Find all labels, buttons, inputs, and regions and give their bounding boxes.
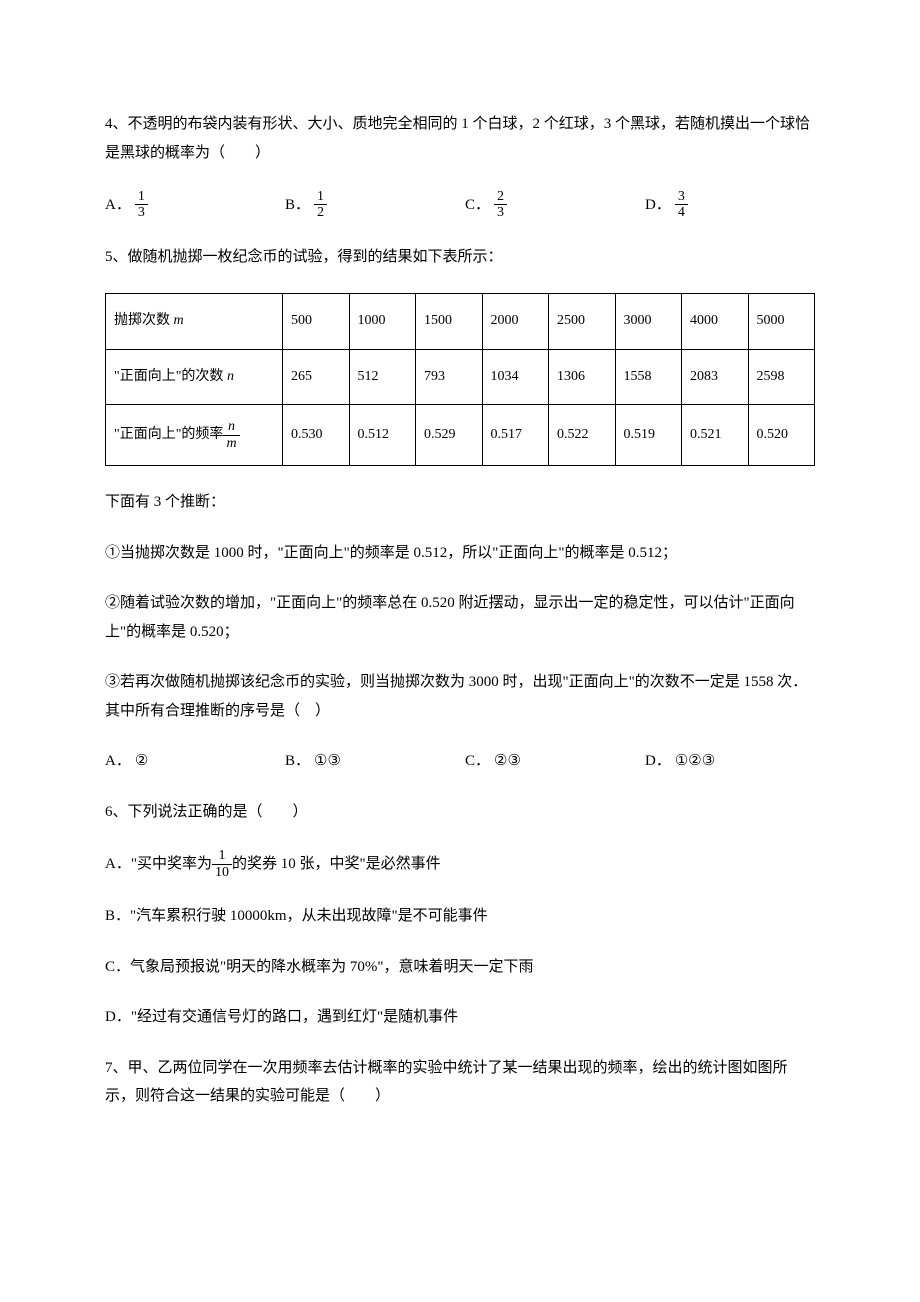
q5-table: 抛掷次数 m 500 1000 1500 2000 2500 3000 4000… bbox=[105, 293, 815, 466]
q4-choice-c[interactable]: C． 2 3 bbox=[465, 189, 645, 221]
cell: 1306 bbox=[549, 349, 616, 405]
cell: 0.521 bbox=[682, 405, 749, 466]
choice-label-b: B． bbox=[285, 191, 310, 220]
fraction-icon: 1 10 bbox=[212, 848, 232, 880]
exam-page: 4、不透明的布袋内装有形状、大小、质地完全相同的 1 个白球，2 个红球，3 个… bbox=[0, 0, 920, 1193]
row2-label: "正面向上"的次数 n bbox=[106, 349, 283, 405]
fraction-icon: n m bbox=[223, 419, 239, 451]
cell: 265 bbox=[283, 349, 350, 405]
choice-label-a: A． bbox=[105, 191, 131, 220]
row3-label: "正面向上"的频率 n m bbox=[106, 405, 283, 466]
question-4: 4、不透明的布袋内装有形状、大小、质地完全相同的 1 个白球，2 个红球，3 个… bbox=[105, 110, 815, 167]
q5-choice-b[interactable]: B． ①③ bbox=[285, 747, 465, 776]
q5-choices: A． ② B． ①③ C． ②③ D． ①②③ bbox=[105, 747, 815, 776]
fraction-icon: 3 4 bbox=[675, 189, 688, 221]
row1-label: 抛掷次数 m bbox=[106, 294, 283, 350]
question-5-intro: 5、做随机抛掷一枚纪念币的试验，得到的结果如下表所示： bbox=[105, 243, 815, 272]
cell: 1034 bbox=[482, 349, 549, 405]
q5-statement-2: ②随着试验次数的增加，"正面向上"的频率总在 0.520 附近摆动，显示出一定的… bbox=[105, 589, 815, 646]
q5-statement-1: ①当抛掷次数是 1000 时，"正面向上"的频率是 0.512，所以"正面向上"… bbox=[105, 539, 815, 568]
cell: 1558 bbox=[615, 349, 682, 405]
q5-choice-a[interactable]: A． ② bbox=[105, 747, 285, 776]
cell: 2083 bbox=[682, 349, 749, 405]
cell: 5000 bbox=[748, 294, 815, 350]
table-row: "正面向上"的频率 n m 0.530 0.512 0.529 0.517 0.… bbox=[106, 405, 815, 466]
cell: 2500 bbox=[549, 294, 616, 350]
cell: 1500 bbox=[416, 294, 483, 350]
cell: 793 bbox=[416, 349, 483, 405]
cell: 4000 bbox=[682, 294, 749, 350]
cell: 0.519 bbox=[615, 405, 682, 466]
q6-choice-c[interactable]: C．气象局预报说"明天的降水概率为 70%"，意味着明天一定下雨 bbox=[105, 953, 815, 982]
q6-choice-b[interactable]: B．"汽车累积行驶 10000km，从未出现故障"是不可能事件 bbox=[105, 902, 815, 931]
choice-text: ② bbox=[135, 747, 148, 776]
q6-choice-d[interactable]: D．"经过有交通信号灯的路口，遇到红灯"是随机事件 bbox=[105, 1003, 815, 1032]
fraction-icon: 1 3 bbox=[135, 189, 148, 221]
q5-choice-d[interactable]: D． ①②③ bbox=[645, 747, 715, 776]
fraction-icon: 2 3 bbox=[494, 189, 507, 221]
choice-label-a: A． bbox=[105, 747, 131, 776]
cell: 512 bbox=[349, 349, 416, 405]
cell: 0.529 bbox=[416, 405, 483, 466]
choice-label-c: C． bbox=[465, 747, 490, 776]
choice-label-d: D． bbox=[645, 191, 671, 220]
choice-label-b: B． bbox=[285, 747, 310, 776]
q5-statement-3: ③若再次做随机抛掷该纪念币的实验，则当抛掷次数为 3000 时，出现"正面向上"… bbox=[105, 668, 815, 725]
q6-a-pre: A．"买中奖率为 bbox=[105, 850, 212, 879]
q4-choice-d[interactable]: D． 3 4 bbox=[645, 189, 688, 221]
question-7: 7、甲、乙两位同学在一次用频率去估计概率的实验中统计了某一结果出现的频率，绘出的… bbox=[105, 1054, 815, 1111]
cell: 0.520 bbox=[748, 405, 815, 466]
table-row: "正面向上"的次数 n 265 512 793 1034 1306 1558 2… bbox=[106, 349, 815, 405]
q6-choice-a[interactable]: A．"买中奖率为 1 10 的奖券 10 张，中奖"是必然事件 bbox=[105, 848, 815, 880]
cell: 0.530 bbox=[283, 405, 350, 466]
cell: 0.517 bbox=[482, 405, 549, 466]
choice-text: ①③ bbox=[314, 747, 341, 776]
choice-label-c: C． bbox=[465, 191, 490, 220]
cell: 500 bbox=[283, 294, 350, 350]
cell: 3000 bbox=[615, 294, 682, 350]
fraction-icon: 1 2 bbox=[314, 189, 327, 221]
q5-intro-text: 5、做随机抛掷一枚纪念币的试验，得到的结果如下表所示： bbox=[105, 249, 503, 265]
choice-label-d: D． bbox=[645, 747, 671, 776]
q5-below: 下面有 3 个推断： bbox=[105, 488, 815, 517]
question-6: 6、下列说法正确的是（ ） bbox=[105, 798, 815, 827]
q4-choice-a[interactable]: A． 1 3 bbox=[105, 189, 285, 221]
q5-choice-c[interactable]: C． ②③ bbox=[465, 747, 645, 776]
cell: 0.522 bbox=[549, 405, 616, 466]
q6-a-post: 的奖券 10 张，中奖"是必然事件 bbox=[232, 850, 441, 879]
cell: 0.512 bbox=[349, 405, 416, 466]
choice-text: ①②③ bbox=[675, 747, 715, 776]
q4-text: 4、不透明的布袋内装有形状、大小、质地完全相同的 1 个白球，2 个红球，3 个… bbox=[105, 110, 815, 167]
choice-text: ②③ bbox=[494, 747, 521, 776]
q4-choice-b[interactable]: B． 1 2 bbox=[285, 189, 465, 221]
cell: 2000 bbox=[482, 294, 549, 350]
cell: 2598 bbox=[748, 349, 815, 405]
q4-choices: A． 1 3 B． 1 2 C． 2 3 D． 3 4 bbox=[105, 189, 815, 221]
table-row: 抛掷次数 m 500 1000 1500 2000 2500 3000 4000… bbox=[106, 294, 815, 350]
cell: 1000 bbox=[349, 294, 416, 350]
